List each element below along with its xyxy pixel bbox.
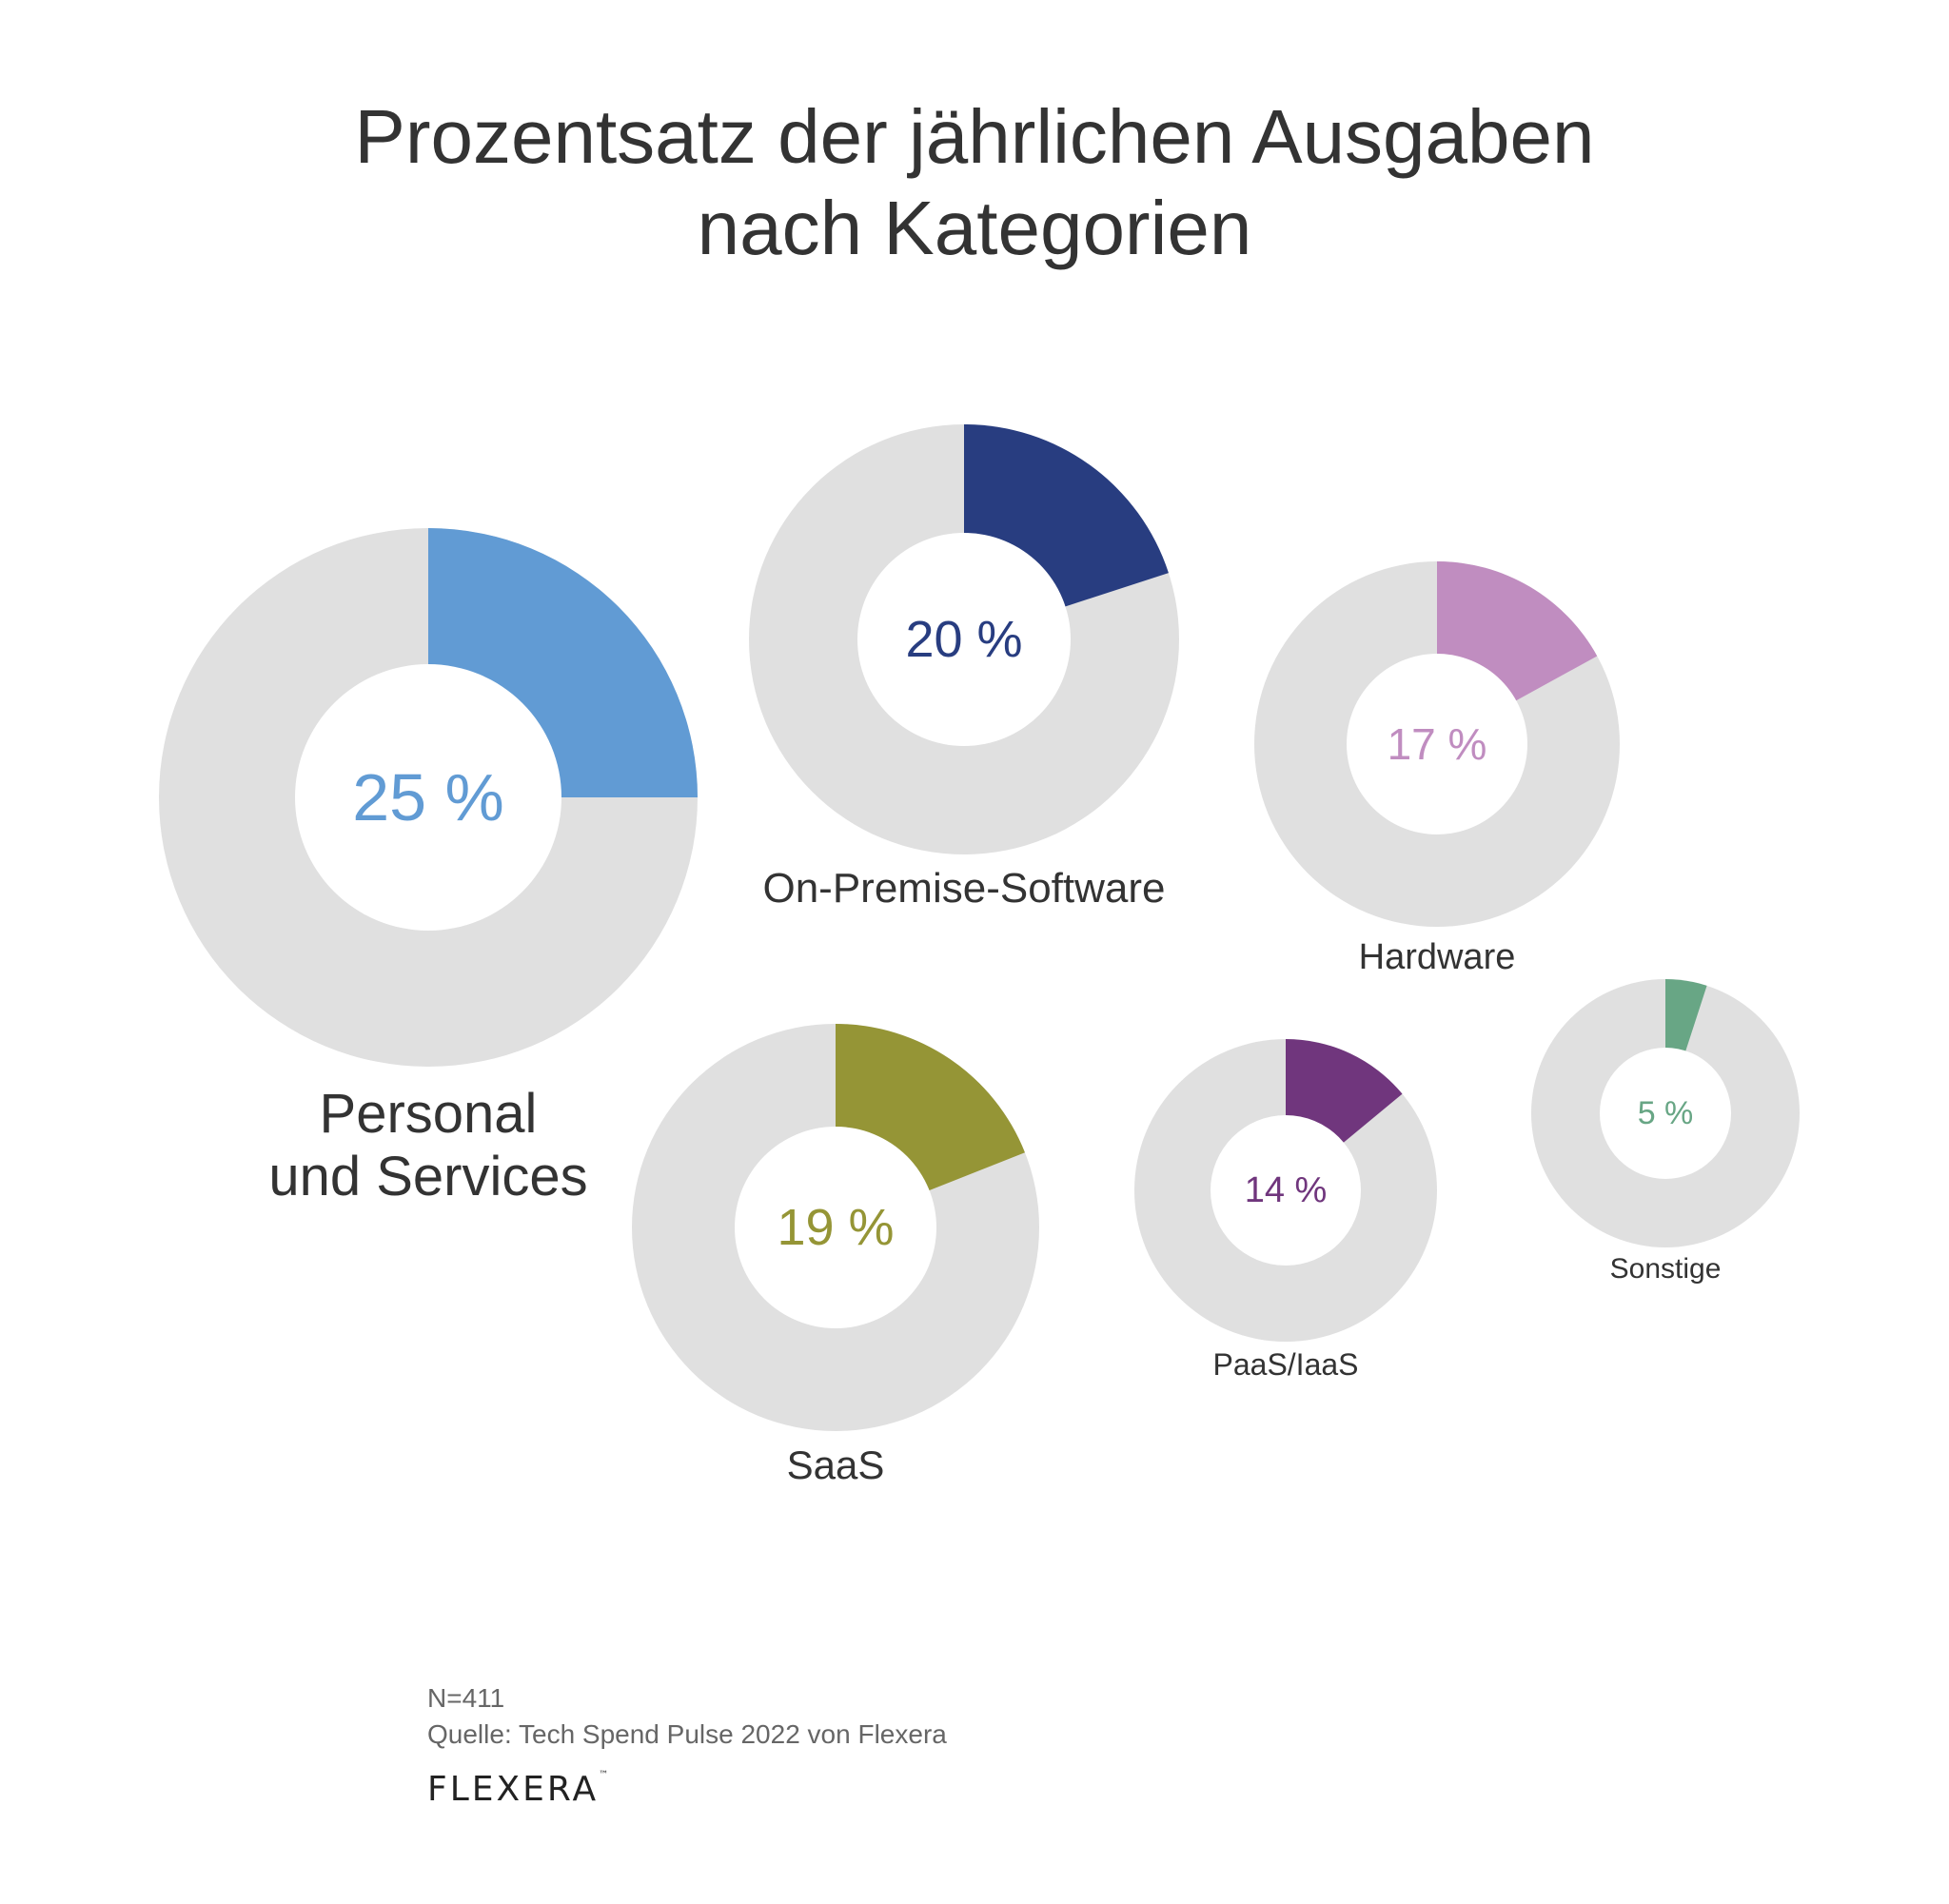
value-label: 5 % [1638,1095,1694,1131]
sample-size-note: N=411 [427,1683,505,1713]
category-label: On-Premise-Software [762,865,1165,912]
source-note: Quelle: Tech Spend Pulse 2022 von Flexer… [427,1719,947,1749]
donut-on-premise-software: 20 % On-Premise-Software [749,424,1179,912]
value-label: 19 % [777,1199,894,1256]
donut-sonstige: 5 % Sonstige [1531,979,1800,1285]
value-label: 20 % [905,611,1022,668]
value-label: 17 % [1388,719,1487,769]
value-label: 14 % [1245,1170,1328,1210]
category-label: Personal [320,1083,538,1145]
donut-hole [1347,654,1527,834]
chart-title-line-1: Prozentsatz der jährlichen Ausgaben [354,94,1595,179]
donut-hole [1211,1115,1361,1266]
donut-hole [1600,1048,1731,1179]
category-label: PaaS/IaaS [1213,1347,1359,1382]
chart-title: Prozentsatz der jährlichen Ausgaben nach… [0,91,1949,274]
donut-saas: 19 % SaaS [632,1024,1039,1487]
donut-paas-iaas: 14 % PaaS/IaaS [1134,1039,1437,1382]
donut-hole [857,533,1071,746]
chart-title-line-2: nach Kategorien [697,186,1252,270]
category-label: und Services [268,1146,587,1207]
value-label: 25 % [352,760,504,834]
flexera-logo: Flexera™ [427,1770,612,1809]
donut-hardware: 17 % Hardware [1254,561,1620,977]
donut-hole [295,664,561,931]
category-label: Hardware [1359,937,1516,977]
category-label: Sonstige [1610,1253,1722,1285]
category-label: SaaS [787,1443,885,1487]
donut-hole [735,1127,936,1328]
